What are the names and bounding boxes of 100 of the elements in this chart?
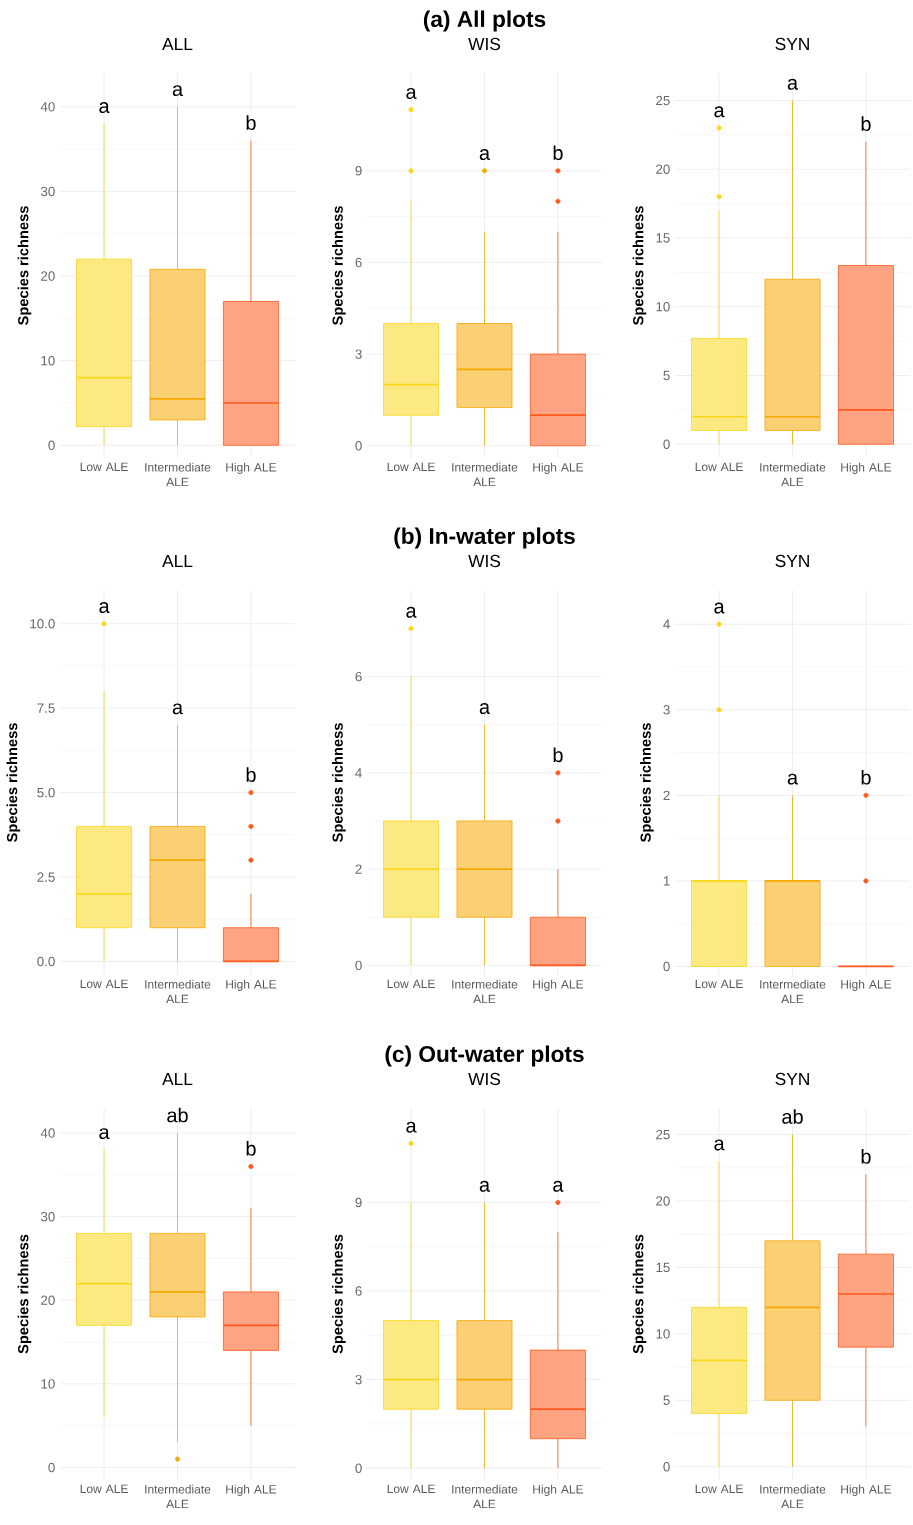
annotation: a — [787, 773, 799, 785]
y-tick-label: 3 — [355, 349, 362, 359]
y-tick-label: 9 — [355, 1197, 362, 1208]
chart-title: (c) Out-water plots — [385, 1045, 584, 1067]
y-tick-label: 5 — [663, 370, 670, 381]
x-tick-label: High ALE — [533, 979, 584, 991]
y-tick-label: 3 — [663, 705, 670, 715]
y-tick-label: 0 — [663, 961, 670, 972]
annotation: a — [172, 703, 184, 715]
annotation: a — [787, 78, 799, 90]
x-tick-label: Low ALE — [695, 979, 743, 989]
y-tick-label: 10 — [41, 1379, 55, 1389]
y-tick-label: 25 — [656, 1129, 670, 1140]
x-tick-label: Intermediate ALE — [452, 1484, 518, 1509]
chart-subtitle: WIS — [468, 1072, 501, 1086]
annotation: b — [861, 769, 871, 785]
annotation: a — [553, 1180, 564, 1192]
y-tick-label: 20 — [41, 1295, 55, 1305]
x-tick-label: Low ALE — [80, 979, 128, 989]
chart-subtitle: SYN — [775, 554, 809, 568]
x-tick-label: Intermediate ALE — [760, 462, 826, 487]
y-tick-label: 20 — [41, 271, 55, 281]
annotation: a — [714, 602, 725, 614]
y-tick-label: 10.0 — [30, 619, 55, 629]
chart-subtitle: WIS — [468, 554, 501, 568]
x-tick-label: High ALE — [533, 462, 584, 474]
y-tick-label: 40 — [40, 102, 55, 112]
annotation: a — [714, 106, 725, 118]
chart-subtitle: SYN — [775, 37, 809, 51]
y-tick-label: 0 — [663, 439, 670, 449]
y-tick-label: 20 — [656, 164, 670, 174]
annotation: b — [861, 116, 871, 132]
y-tick-label: 5 — [663, 1395, 670, 1405]
annotation: a — [714, 1139, 725, 1151]
y-tick-label: 10 — [656, 302, 670, 312]
annotation: b — [246, 1141, 256, 1156]
x-tick-label: Intermediate ALE — [760, 979, 826, 1004]
y-tick-label: 7.5 — [37, 703, 55, 713]
x-tick-label: Low ALE — [387, 979, 435, 989]
annotation: a — [99, 602, 110, 614]
chart-subtitle: ALL — [162, 1073, 193, 1085]
x-tick-label: Low ALE — [80, 462, 128, 472]
x-tick-label: Intermediate ALE — [145, 979, 211, 1004]
y-tick-label: 2.5 — [37, 872, 55, 882]
x-tick-label: High ALE — [533, 1484, 584, 1496]
x-tick-label: High ALE — [226, 979, 277, 991]
y-axis-title: Species richness — [632, 206, 647, 325]
chart-title: (b) In-water plots — [394, 527, 575, 549]
y-tick-label: 4 — [663, 619, 670, 629]
annotation: ab — [167, 1107, 188, 1123]
annotation: b — [861, 1149, 871, 1164]
y-tick-label: 10 — [656, 1329, 670, 1339]
x-tick-label: High ALE — [226, 462, 277, 474]
annotation: a — [406, 88, 417, 99]
y-tick-label: 40 — [40, 1128, 55, 1138]
y-tick-label: 6 — [355, 257, 362, 268]
annotation: b — [553, 747, 563, 763]
y-axis-title: Species richness — [640, 723, 654, 842]
y-tick-label: 15 — [656, 1262, 670, 1273]
annotation: a — [406, 1121, 417, 1133]
y-tick-label: 1 — [663, 876, 670, 886]
annotation: a — [479, 149, 491, 161]
y-tick-label: 10 — [41, 355, 55, 366]
annotation: b — [246, 767, 256, 782]
y-tick-label: 0 — [663, 1461, 670, 1472]
x-tick-label: Low ALE — [695, 1484, 743, 1494]
x-tick-label: Low ALE — [695, 462, 743, 472]
annotation: b — [553, 145, 563, 161]
y-tick-label: 4 — [355, 768, 362, 778]
x-tick-label: High ALE — [841, 979, 892, 991]
annotation: a — [99, 102, 110, 114]
y-tick-label: 0 — [48, 1462, 55, 1473]
annotation: a — [99, 1128, 110, 1140]
y-axis-title: Species richness — [632, 1234, 647, 1354]
chart-subtitle: WIS — [468, 37, 501, 51]
x-tick-label: High ALE — [841, 462, 892, 474]
y-axis-title: Species richness — [332, 206, 346, 325]
y-tick-label: 0 — [355, 441, 362, 451]
x-tick-label: High ALE — [226, 1484, 277, 1496]
y-tick-label: 6 — [355, 1286, 362, 1296]
y-tick-label: 2 — [355, 864, 362, 874]
chart-subtitle: ALL — [162, 555, 193, 567]
x-tick-label: Low ALE — [387, 462, 435, 472]
y-axis-title: Species richness — [332, 1234, 346, 1354]
x-tick-label: Intermediate ALE — [145, 1484, 211, 1509]
x-tick-label: High ALE — [841, 1484, 892, 1496]
y-tick-label: 5.0 — [37, 787, 55, 798]
y-tick-label: 3 — [355, 1374, 362, 1385]
annotation: b — [246, 115, 256, 130]
y-tick-label: 0 — [48, 440, 55, 451]
x-tick-label: Intermediate ALE — [452, 462, 518, 487]
y-tick-label: 25 — [656, 95, 670, 106]
y-tick-label: 15 — [656, 233, 670, 243]
y-tick-label: 20 — [656, 1196, 670, 1206]
annotation: ab — [782, 1109, 803, 1124]
x-tick-label: Intermediate ALE — [452, 979, 518, 1004]
y-tick-label: 2 — [663, 790, 670, 800]
y-tick-label: 0 — [355, 960, 362, 971]
y-axis-title: Species richness — [332, 723, 346, 842]
y-tick-label: 0 — [355, 1463, 362, 1473]
